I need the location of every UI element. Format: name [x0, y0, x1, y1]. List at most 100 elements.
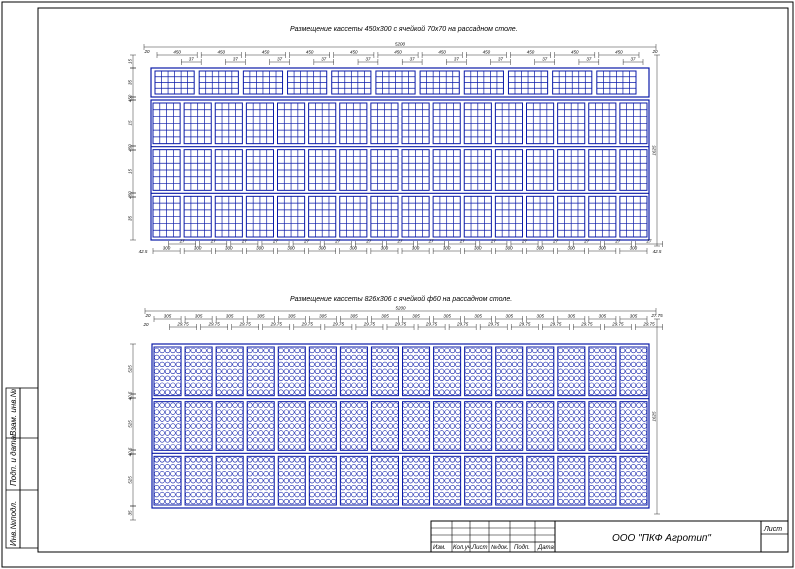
d2-cell-hole [185, 464, 191, 470]
d2-cell-hole [455, 416, 461, 422]
d2-cassette-outline [153, 346, 182, 397]
d2-cell-hole [464, 478, 470, 484]
d2-cell-hole [190, 498, 196, 505]
d2-cell-hole [331, 437, 337, 443]
d2-cassette-outline [557, 455, 586, 506]
d2-cassette [153, 401, 182, 451]
d1-dim-bottom-spacing-label: 27 [303, 239, 310, 244]
d2-cell-hole [371, 430, 377, 436]
d2-cell-hole [424, 484, 430, 491]
d2-cell-hole [278, 484, 284, 491]
d2-cell-hole [619, 354, 626, 361]
d2-cell-hole [537, 437, 543, 443]
d2-cell-hole [413, 484, 419, 491]
d2-cell-hole [325, 361, 331, 368]
d2-cell-hole [258, 464, 264, 470]
d2-cell-hole [221, 354, 227, 361]
d2-cell-hole [599, 464, 606, 470]
d2-cell-hole [444, 437, 450, 443]
d2-cell-hole [331, 430, 337, 436]
d2-cell-hole [382, 464, 388, 470]
d2-cell-hole [309, 423, 315, 429]
d2-cell-hole [362, 382, 368, 388]
d2-cell-hole [185, 375, 191, 381]
d2-cell-hole [543, 409, 549, 415]
d2-cell-hole [449, 368, 456, 374]
d1-body-cassette [277, 102, 306, 145]
d2-cell-hole [185, 389, 191, 395]
d2-cell-hole [557, 347, 564, 354]
d2-cell-hole [630, 409, 637, 415]
d2-cassette-outline [277, 401, 306, 451]
d2-cell-hole [371, 491, 377, 498]
d2-cell-hole [154, 498, 160, 505]
d2-cell-hole [470, 444, 476, 450]
d2-cell-hole [418, 430, 425, 436]
d2-cell-hole [464, 416, 470, 422]
d2-cell-hole [439, 471, 445, 477]
d2-cell-hole [351, 484, 357, 491]
d2-cell-hole [486, 389, 492, 395]
d2-cell-hole [579, 368, 585, 374]
d2-cell-hole [195, 354, 202, 361]
d2-cell-hole [470, 361, 476, 368]
d2-cell-hole [543, 375, 549, 381]
d2-cell-hole [258, 437, 264, 443]
d2-cell-hole [501, 423, 507, 429]
d1-dim-spacing-label: 37 [542, 57, 548, 62]
d2-cell-hole [252, 416, 258, 422]
d2-cassette [619, 346, 648, 397]
d2-cell-hole [511, 478, 518, 484]
d2-cassette [277, 455, 306, 506]
d1-top-cassette [552, 70, 593, 95]
d2-cell-hole [201, 491, 207, 498]
d2-cell-hole [605, 368, 611, 374]
d1-dim-bottom-w-label: 300 [287, 246, 295, 251]
d2-cell-hole [506, 430, 512, 436]
d2-cell-hole [486, 361, 492, 368]
d2-cell-hole [610, 471, 616, 477]
d2-cell-hole [594, 437, 600, 443]
d2-dim-spacing-label: 29.75 [394, 322, 407, 327]
d2-cassette [526, 455, 555, 506]
d2-cell-hole [371, 375, 377, 381]
d2-cell-hole [588, 491, 595, 498]
d2-cell-hole [568, 457, 574, 463]
d2-cell-hole [501, 498, 507, 505]
d2-cell-hole [216, 402, 222, 408]
d2-cell-hole [455, 375, 461, 381]
d2-cell-hole [216, 498, 222, 505]
d2-cell-hole [159, 444, 165, 450]
d2-cell-hole [278, 471, 284, 477]
d2-cell-hole [185, 361, 191, 368]
d2-cell-hole [407, 437, 414, 443]
d2-cell-hole [579, 354, 585, 361]
d2-cell-hole [232, 437, 238, 443]
d2-cell-hole [159, 361, 165, 368]
d2-cell-hole [345, 437, 352, 443]
d2-cell-hole [636, 389, 642, 395]
d2-cell-hole [433, 409, 439, 415]
d2-cell-hole [314, 375, 321, 381]
d2-cell-hole [314, 416, 321, 422]
d2-cell-hole [237, 361, 244, 368]
d2-cell-hole [252, 484, 258, 491]
d2-cell-hole [433, 491, 439, 498]
d2-cell-hole [630, 375, 637, 381]
d2-cell-hole [340, 464, 346, 470]
d2-cell-hole [263, 409, 269, 415]
d2-cell-hole [605, 375, 611, 381]
d2-cell-hole [325, 402, 331, 408]
d2-cell-hole [309, 368, 315, 374]
d2-cell-hole [309, 416, 315, 422]
d1-body-cassette [526, 149, 555, 191]
d2-cell-hole [206, 484, 213, 491]
d2-cell-hole [506, 361, 512, 368]
d2-cell-hole [252, 444, 258, 450]
d2-cell-hole [387, 423, 394, 429]
d2-cell-hole [557, 402, 564, 408]
d2-cell-hole [216, 354, 222, 361]
d2-cell-hole [402, 416, 408, 422]
d2-cell-hole [517, 409, 523, 415]
d2-cell-hole [574, 484, 580, 491]
